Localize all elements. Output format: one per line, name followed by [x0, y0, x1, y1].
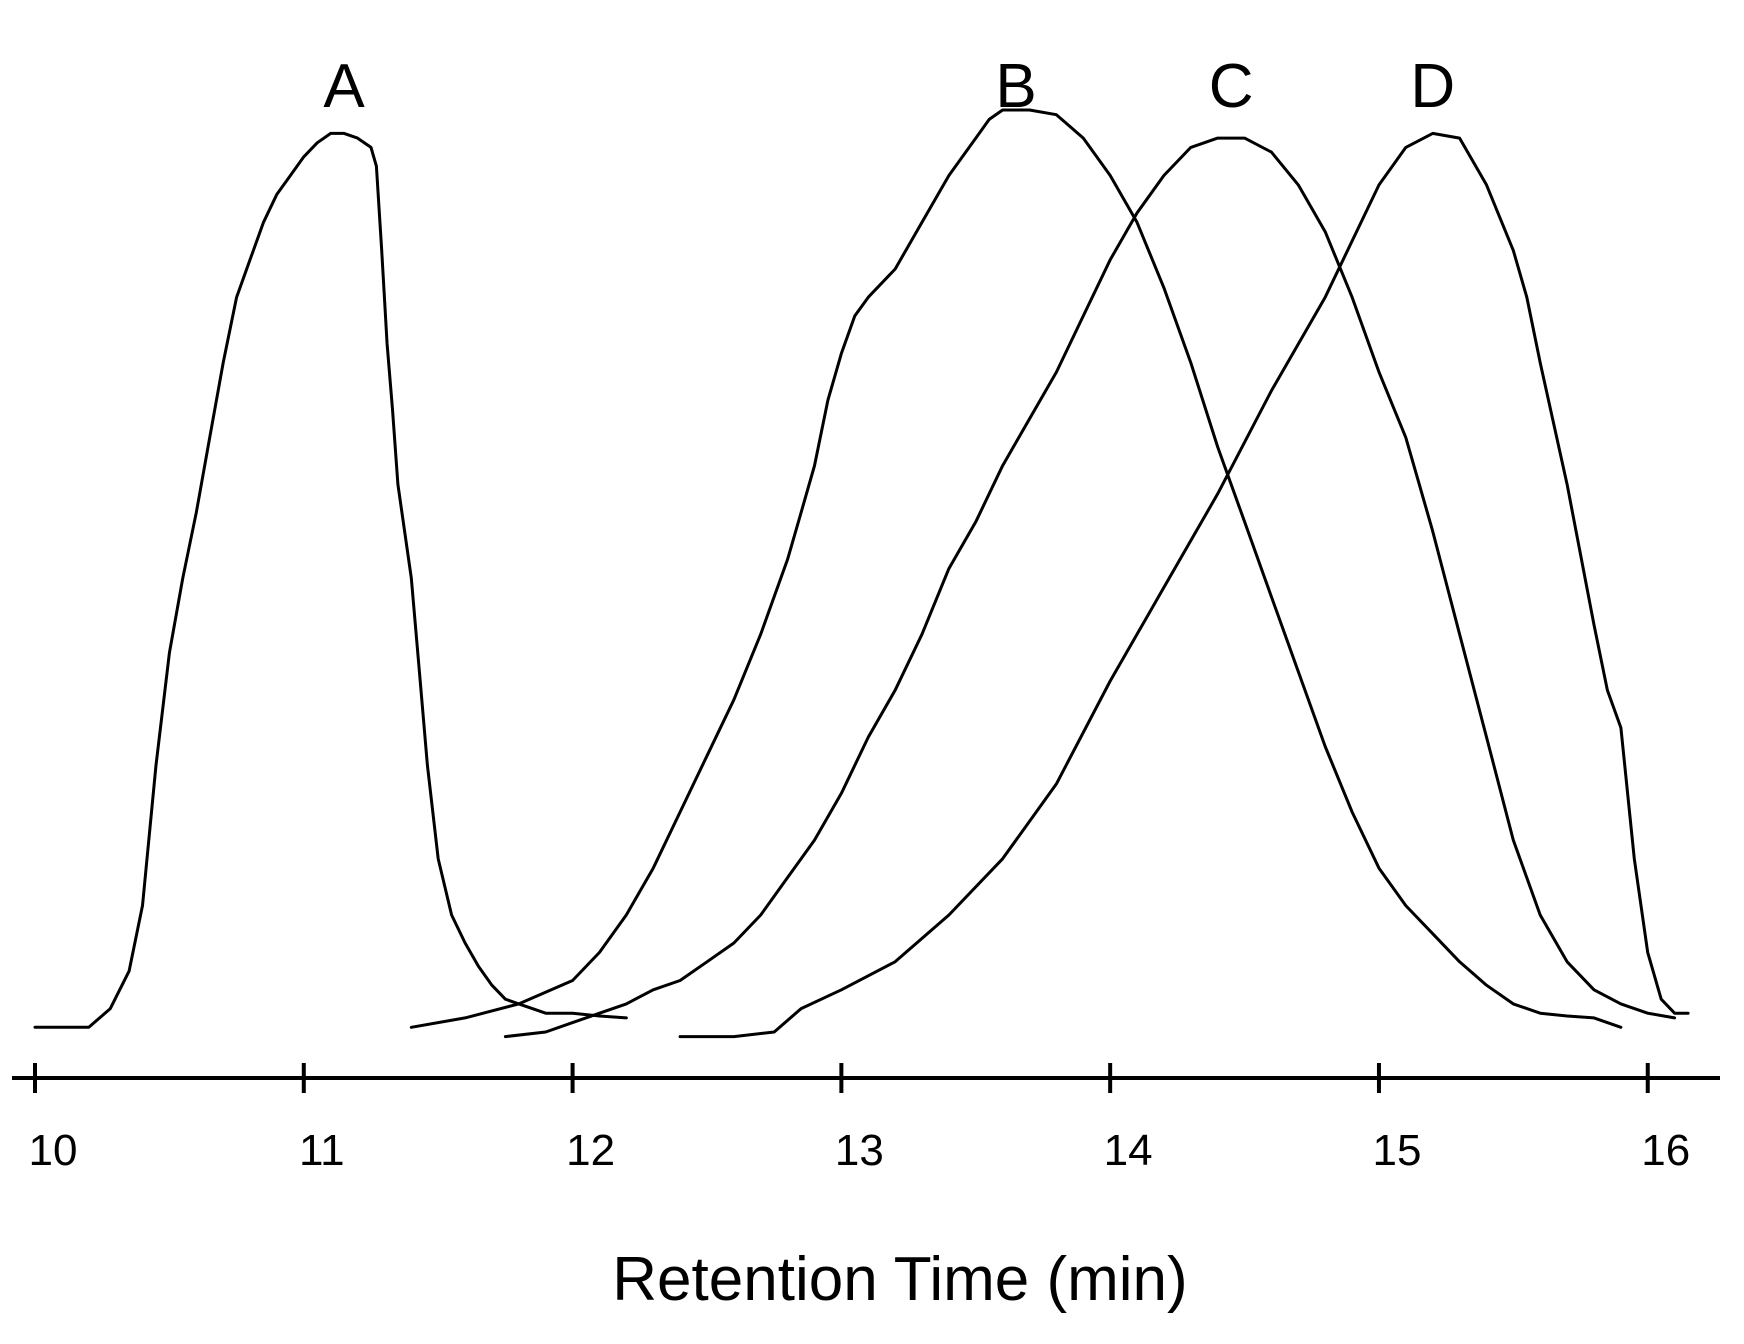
peak-curve-d: [678, 131, 1690, 1039]
x-tick-label-13: 13: [835, 1126, 884, 1175]
x-tick-label-16: 16: [1641, 1126, 1690, 1175]
x-tick-label-14: 14: [1104, 1126, 1153, 1175]
x-tick-label-15: 15: [1372, 1126, 1421, 1175]
curves-layer: [33, 108, 1690, 1039]
peak-label-d: D: [1410, 52, 1455, 121]
peak-label-a: A: [323, 52, 365, 121]
peak-curve-b: [409, 108, 1623, 1029]
peak-label-b: B: [995, 52, 1036, 121]
peak-curve-c: [503, 136, 1677, 1039]
x-tick-label-11: 11: [299, 1126, 345, 1175]
peak-label-c: C: [1209, 52, 1254, 121]
peak-curve-a: [33, 131, 628, 1029]
x-tick-label-12: 12: [566, 1126, 615, 1175]
x-axis-title: Retention Time (min): [612, 1245, 1187, 1314]
x-ticks-layer: 10 11 12 13 14 15 16: [29, 1063, 1690, 1175]
peak-labels-layer: A B C D: [323, 52, 1455, 121]
x-tick-label-10: 10: [29, 1126, 78, 1175]
